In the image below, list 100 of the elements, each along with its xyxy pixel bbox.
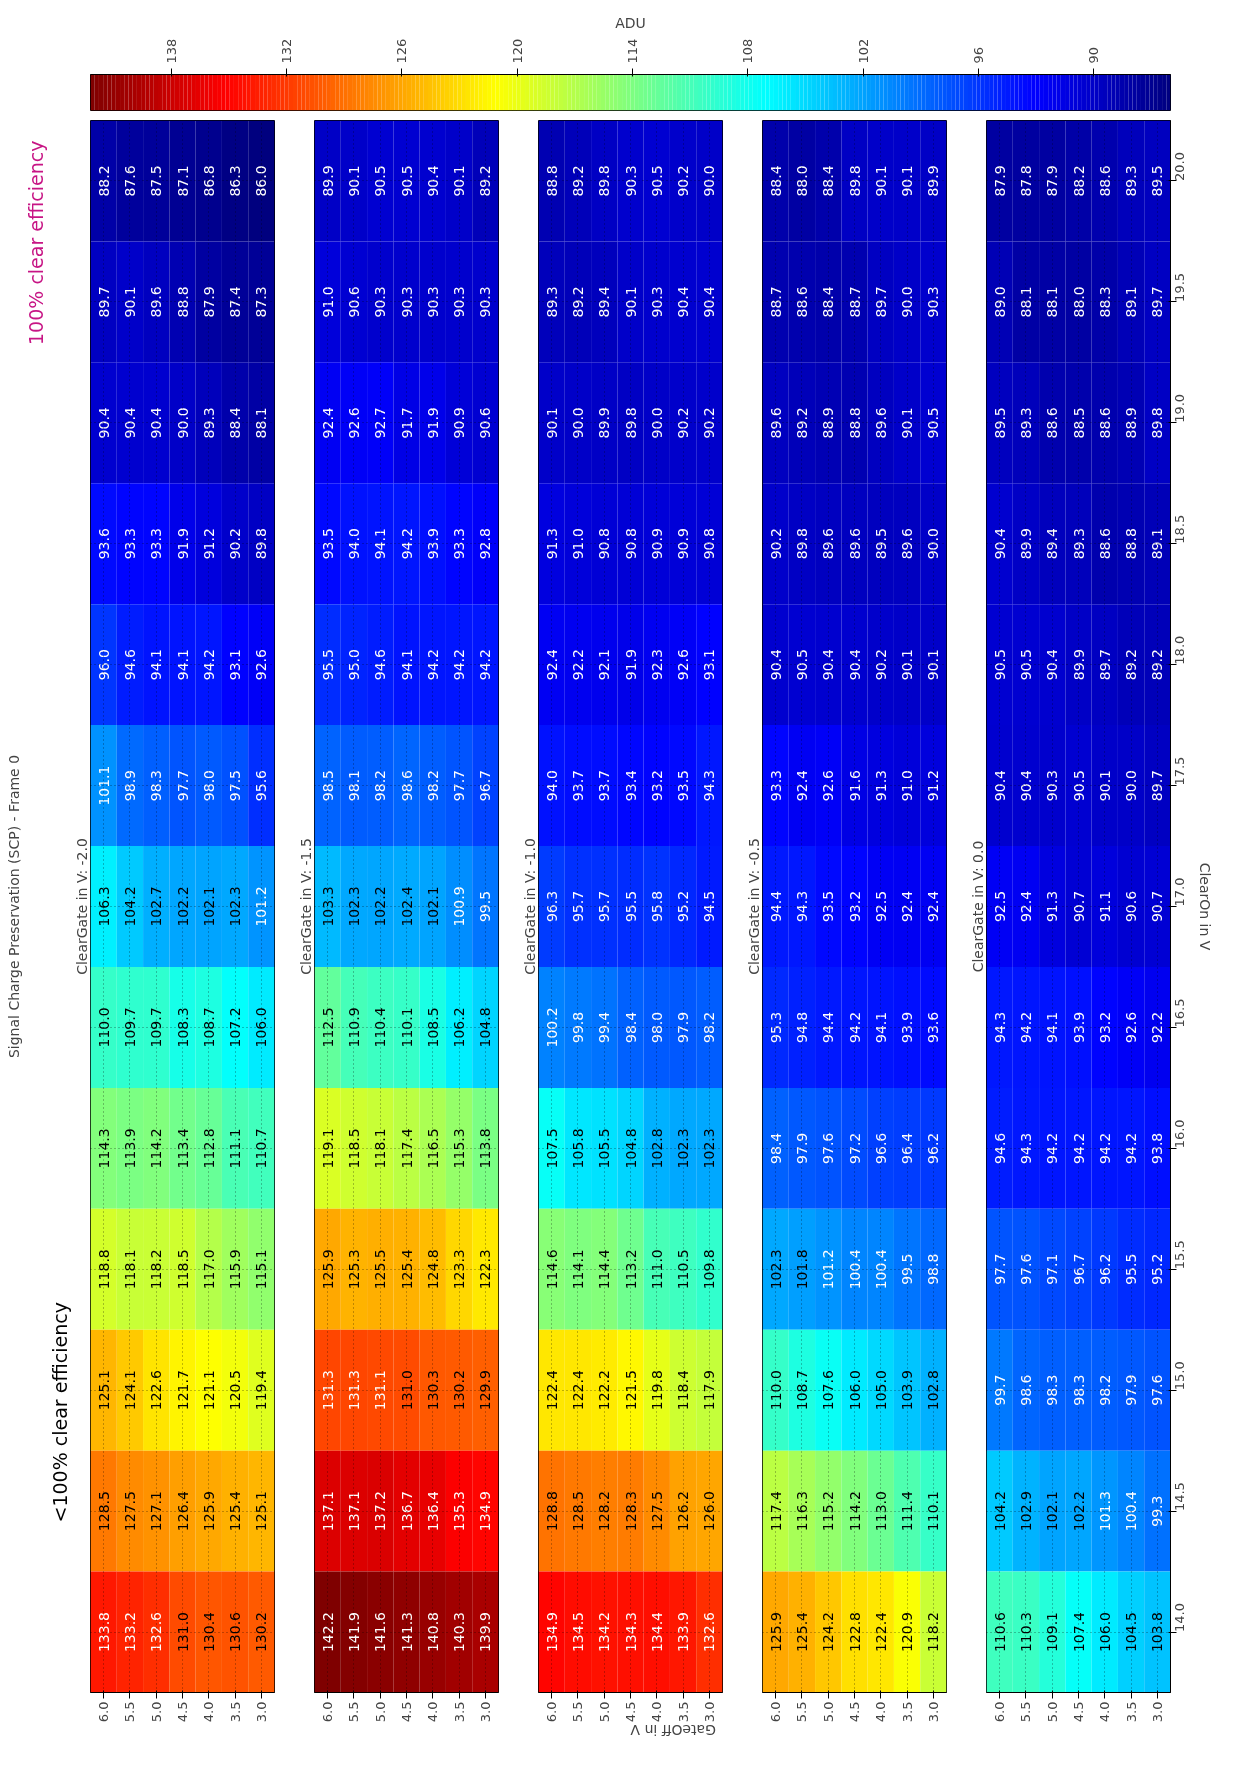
data-label: 97.7 [991, 1253, 1008, 1285]
data-label: 96.2 [1096, 1253, 1113, 1285]
data-label: 88.8 [846, 407, 863, 439]
data-label: 101.1 [95, 765, 112, 806]
y-tick-label: 15.5 [1172, 1240, 1187, 1270]
data-label: 94.6 [991, 1132, 1008, 1164]
data-label: 91.1 [1096, 890, 1113, 923]
data-label: 120.9 [899, 1611, 916, 1653]
data-label: 94.3 [991, 1011, 1008, 1044]
data-label: 92.8 [477, 528, 494, 560]
data-label: 106.0 [253, 1007, 270, 1048]
data-label: 121.5 [622, 1370, 639, 1411]
data-label: 90.1 [872, 165, 889, 197]
data-label: 96.0 [95, 649, 112, 681]
data-label: 89.3 [543, 286, 560, 318]
color-bar-label: 102 [855, 38, 871, 64]
y-tick-label: 19.5 [1172, 272, 1187, 302]
data-label: 102.1 [424, 886, 441, 927]
data-label: 90.2 [675, 407, 692, 439]
color-bar-label: 108 [740, 38, 756, 64]
data-label: 92.7 [372, 407, 389, 439]
data-label: 97.5 [227, 769, 244, 802]
x-tick-label: 3.0 [253, 1701, 269, 1723]
data-label: 90.4 [121, 407, 138, 439]
data-label: 95.5 [622, 890, 639, 923]
y-tick-label: 16.5 [1172, 998, 1187, 1028]
data-label: 87.9 [991, 165, 1008, 197]
data-label: 88.4 [820, 286, 837, 318]
data-label: 110.1 [398, 1007, 415, 1048]
data-label: 96.2 [925, 1132, 942, 1164]
data-label: 132.6 [701, 1611, 718, 1653]
data-label: 117.4 [398, 1128, 415, 1169]
data-label: 96.6 [872, 1132, 889, 1164]
data-label: 118.1 [121, 1249, 138, 1290]
data-label: 96.7 [1070, 1253, 1087, 1285]
data-label: 91.3 [543, 528, 560, 560]
data-label: 118.8 [95, 1249, 112, 1290]
data-label: 89.5 [872, 528, 889, 560]
data-label: 90.4 [991, 769, 1008, 802]
x-tick-label: 3.5 [899, 1701, 915, 1723]
x-tick-label: 5.0 [820, 1701, 836, 1723]
data-label: 131.3 [345, 1370, 362, 1411]
data-label: 90.7 [1149, 890, 1166, 923]
data-label: 95.8 [648, 890, 665, 923]
data-label: 100.9 [451, 886, 468, 927]
data-label: 115.3 [451, 1128, 468, 1169]
data-label: 89.2 [793, 407, 810, 439]
data-label: 102.3 [701, 1128, 718, 1169]
x-axis-title: GateOff in V [630, 1722, 716, 1739]
data-label: 94.1 [148, 649, 165, 681]
data-label: 94.1 [398, 649, 415, 681]
data-label: 98.3 [148, 769, 165, 802]
data-label: 90.9 [648, 528, 665, 560]
data-label: 95.5 [319, 649, 336, 681]
data-label: 90.7 [1070, 890, 1087, 923]
data-label: 102.7 [148, 886, 165, 927]
x-tick-label: 6.0 [320, 1701, 336, 1723]
data-label: 91.7 [398, 407, 415, 439]
data-label: 94.3 [1017, 1132, 1034, 1164]
data-label: 113.0 [872, 1491, 889, 1532]
data-label: 104.2 [991, 1491, 1008, 1532]
x-tick-label: 4.0 [649, 1701, 665, 1723]
data-label: 91.9 [424, 407, 441, 439]
data-label: 94.2 [200, 649, 217, 681]
data-label: 98.5 [319, 769, 336, 802]
data-label: 142.2 [319, 1611, 336, 1653]
data-label: 110.4 [372, 1007, 389, 1048]
data-label: 102.8 [925, 1370, 942, 1411]
data-label: 91.2 [925, 769, 942, 802]
data-label: 121.7 [174, 1370, 191, 1411]
data-label: 100.4 [846, 1249, 863, 1290]
data-label: 121.1 [200, 1370, 217, 1411]
data-label: 90.1 [899, 407, 916, 439]
data-label: 91.0 [569, 528, 586, 560]
y-tick-label: 16.0 [1172, 1119, 1187, 1149]
data-label: 94.3 [701, 769, 718, 802]
data-label: 88.4 [820, 165, 837, 197]
data-label: 92.6 [675, 648, 692, 681]
data-label: 117.0 [200, 1249, 217, 1290]
data-label: 104.8 [622, 1128, 639, 1169]
data-label: 94.6 [121, 648, 138, 681]
y-tick-label: 14.0 [1172, 1603, 1187, 1633]
data-label: 106.0 [846, 1370, 863, 1411]
data-label: 99.7 [991, 1374, 1008, 1406]
data-label: 108.7 [793, 1370, 810, 1411]
data-label: 124.1 [121, 1370, 138, 1411]
data-label: 98.0 [648, 1011, 665, 1044]
data-label: 105.0 [872, 1370, 889, 1411]
data-label: 124.8 [424, 1249, 441, 1290]
data-label: 89.8 [596, 165, 613, 197]
data-label: 89.7 [1149, 286, 1166, 318]
data-label: 111.1 [227, 1128, 244, 1169]
data-label: 99.5 [477, 890, 494, 923]
data-label: 90.2 [767, 528, 784, 560]
data-label: 90.5 [372, 165, 389, 197]
x-tick-label: 5.5 [346, 1701, 362, 1723]
data-label: 102.2 [372, 886, 389, 927]
x-tick-label: 6.0 [96, 1701, 112, 1723]
data-label: 127.5 [648, 1491, 665, 1532]
text: 100% clear efficiency [24, 140, 47, 345]
